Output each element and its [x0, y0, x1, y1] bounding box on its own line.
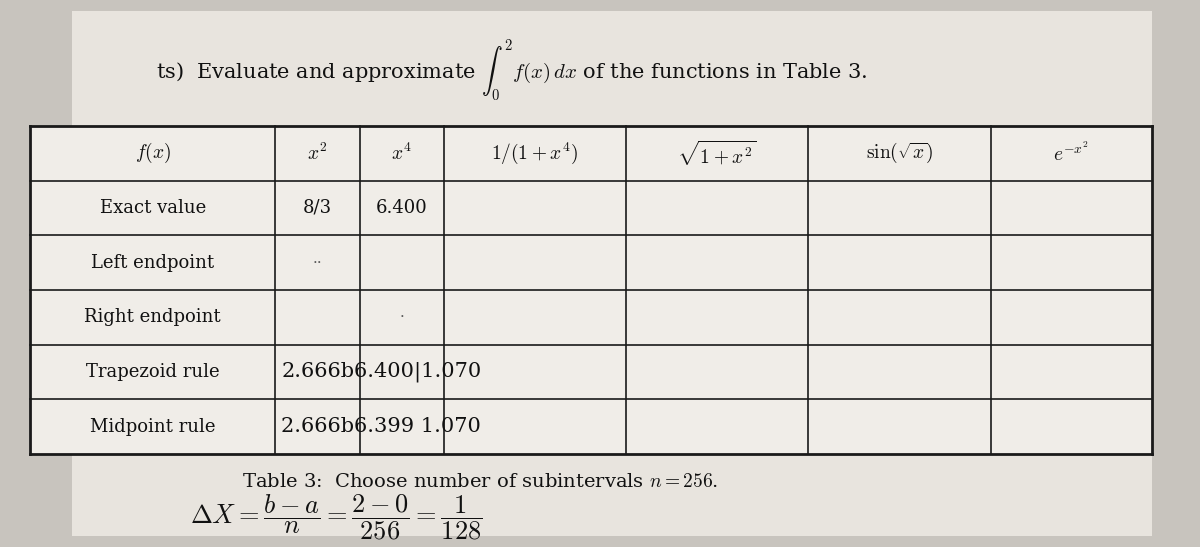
Text: Exact value: Exact value	[100, 199, 206, 217]
Text: ··: ··	[313, 255, 323, 270]
Text: 6.400: 6.400	[376, 199, 427, 217]
Text: 2.666b6.399 1.070: 2.666b6.399 1.070	[282, 417, 481, 436]
Text: ·: ·	[400, 310, 404, 324]
Text: Right endpoint: Right endpoint	[84, 309, 221, 326]
Text: $\sin(\sqrt{x})$: $\sin(\sqrt{x})$	[866, 141, 934, 165]
Text: $x^4$: $x^4$	[391, 143, 412, 164]
Text: $1/(1+x^4)$: $1/(1+x^4)$	[492, 141, 578, 166]
Text: $e^{-x^2}$: $e^{-x^2}$	[1054, 142, 1090, 165]
Text: $\Delta X = \dfrac{b-a}{n} = \dfrac{2-0}{256} = \dfrac{1}{128}$: $\Delta X = \dfrac{b-a}{n} = \dfrac{2-0}…	[190, 492, 482, 542]
Text: $f(x)$: $f(x)$	[134, 141, 170, 165]
Text: $x^2$: $x^2$	[307, 143, 328, 164]
Text: Left endpoint: Left endpoint	[91, 254, 215, 271]
Text: Table 3:  Choose number of subintervals $n = 256$.: Table 3: Choose number of subintervals $…	[242, 473, 718, 491]
Text: Trapezoid rule: Trapezoid rule	[86, 363, 220, 381]
Text: ts)  Evaluate and approximate $\int_0^2 f(x)\,dx$ of the functions in Table 3.: ts) Evaluate and approximate $\int_0^2 f…	[156, 38, 868, 104]
Text: $\sqrt{1+x^2}$: $\sqrt{1+x^2}$	[678, 138, 757, 168]
Text: Midpoint rule: Midpoint rule	[90, 418, 216, 435]
Text: 2.666b6.400|1.070: 2.666b6.400|1.070	[282, 362, 481, 382]
Text: 8/3: 8/3	[302, 199, 332, 217]
